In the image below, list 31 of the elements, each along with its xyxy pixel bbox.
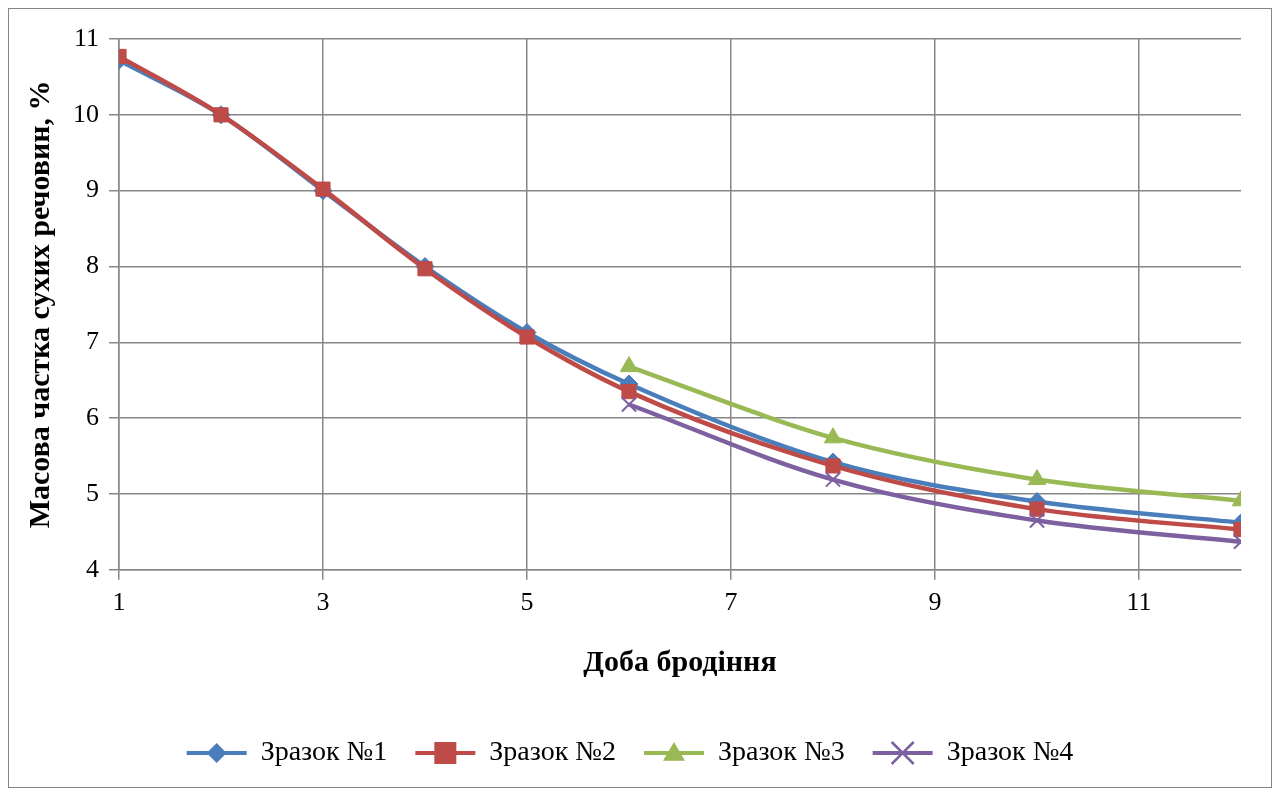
point bbox=[315, 181, 331, 197]
legend-label: Зразок №1 bbox=[260, 735, 388, 767]
y-tick-label: 11 bbox=[73, 22, 99, 52]
legend-label: Зразок №4 bbox=[946, 735, 1074, 767]
point bbox=[1028, 512, 1046, 529]
y-tick-label: 4 bbox=[86, 553, 99, 583]
y-tick-label: 10 bbox=[73, 98, 99, 128]
y-tick-label: 6 bbox=[86, 401, 99, 431]
point bbox=[519, 329, 535, 345]
point bbox=[619, 356, 639, 373]
y-tick-label: 5 bbox=[86, 477, 99, 507]
x-axis-title: Доба бродіння bbox=[583, 643, 777, 677]
point bbox=[417, 261, 433, 277]
x-tick-label: 5 bbox=[520, 587, 534, 617]
point bbox=[621, 384, 637, 400]
x-tick-label: 1 bbox=[112, 587, 126, 617]
point bbox=[1029, 501, 1045, 517]
point bbox=[1027, 469, 1047, 486]
point bbox=[824, 471, 842, 488]
y-tick-label: 8 bbox=[86, 250, 99, 280]
x-tick-label: 11 bbox=[1126, 587, 1152, 617]
y-tick-label: 7 bbox=[86, 326, 99, 356]
point bbox=[825, 458, 841, 474]
legend-label: Зразок №3 bbox=[718, 735, 845, 767]
point bbox=[620, 396, 638, 413]
y-tick-label: 9 bbox=[86, 174, 99, 204]
x-tick-label: 9 bbox=[928, 587, 942, 617]
y-axis-title: Масова частка сухих речовин, % bbox=[21, 80, 55, 529]
x-tick-label: 3 bbox=[316, 587, 330, 617]
legend-label: Зразок №2 bbox=[489, 735, 616, 767]
x-tick-label: 7 bbox=[724, 587, 738, 617]
